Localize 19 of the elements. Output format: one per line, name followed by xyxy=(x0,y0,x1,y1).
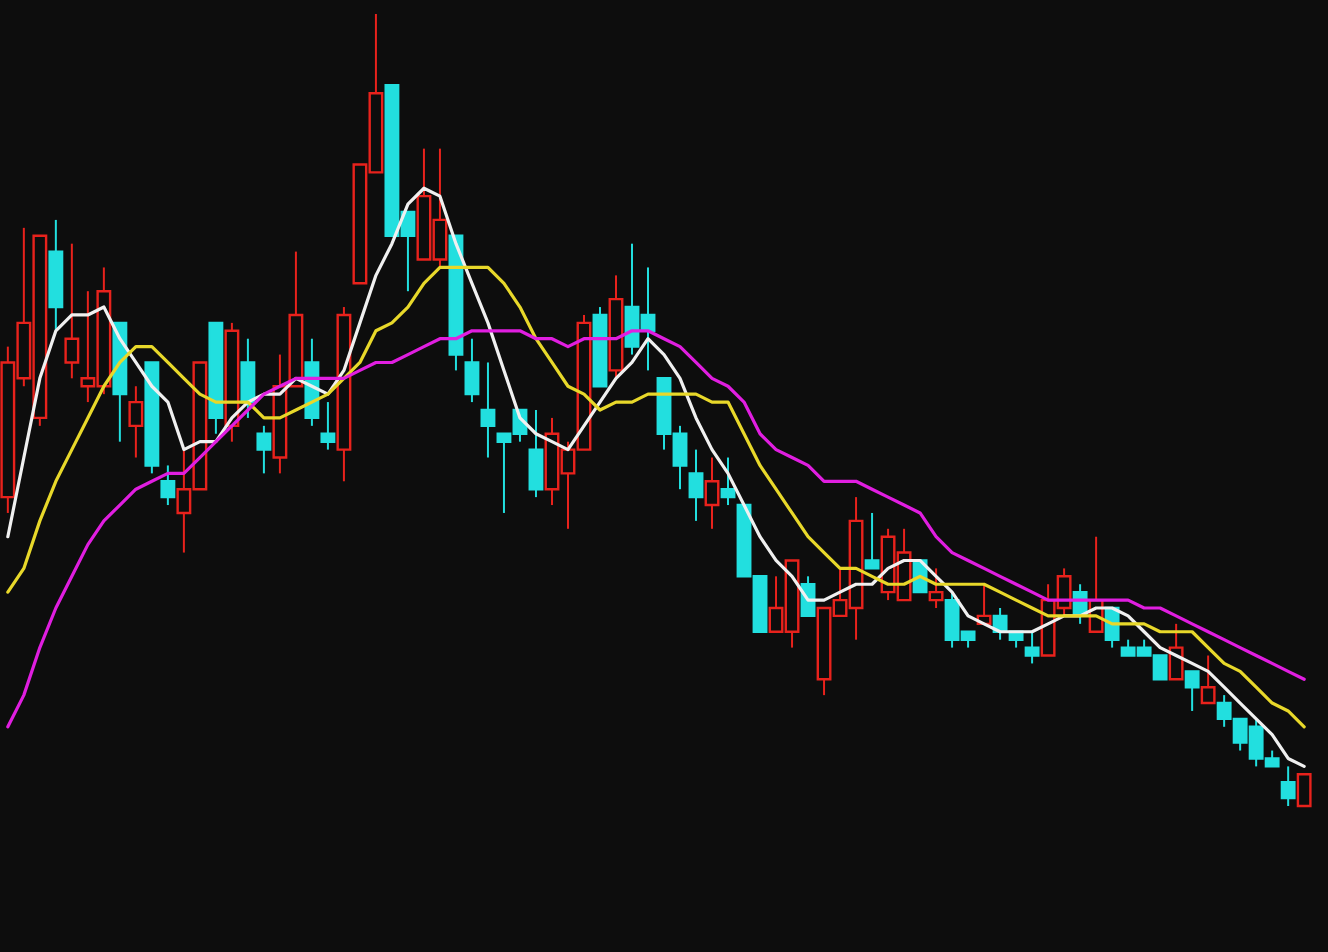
candlestick xyxy=(1200,654,1216,705)
candlestick xyxy=(864,511,880,570)
candlestick xyxy=(1184,670,1200,712)
candlestick xyxy=(704,456,720,530)
candlestick xyxy=(64,242,80,380)
candlestick xyxy=(320,401,336,451)
candlestick xyxy=(1024,630,1040,665)
candlestick xyxy=(928,567,944,609)
candlestick xyxy=(240,337,256,419)
candlestick xyxy=(528,409,544,499)
candlestick xyxy=(160,464,176,507)
candlestick xyxy=(688,448,704,522)
candlestick xyxy=(128,385,144,459)
candlestick xyxy=(480,361,496,459)
candlestick xyxy=(720,456,736,507)
candlestick xyxy=(464,337,480,404)
candlestick xyxy=(1280,765,1296,807)
candlestick xyxy=(256,424,272,475)
candlestick xyxy=(1296,773,1312,808)
